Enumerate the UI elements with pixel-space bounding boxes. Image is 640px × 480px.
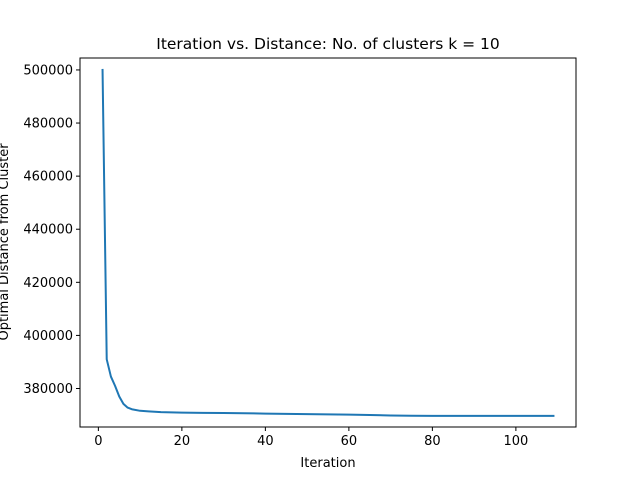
x-tick-label: 0 (94, 434, 102, 449)
x-tick-label: 60 (341, 434, 358, 449)
y-tick-label: 380000 (23, 382, 73, 397)
x-tick-label: 80 (424, 434, 441, 449)
y-tick-label: 420000 (23, 276, 73, 291)
x-tick-label: 40 (257, 434, 274, 449)
y-tick-label: 480000 (23, 117, 73, 132)
x-tick-label: 20 (174, 434, 191, 449)
y-tick-label: 500000 (23, 63, 73, 78)
y-tick-label: 440000 (23, 223, 73, 238)
y-axis-label: Optimal Distance from Cluster (0, 143, 12, 341)
axes-frame (79, 57, 577, 428)
chart-title: Iteration vs. Distance: No. of clusters … (156, 35, 499, 53)
y-tick-label: 460000 (23, 170, 73, 185)
x-tick-label: 100 (503, 434, 528, 449)
plot-area: 0 20 40 60 80 100 380000 400000 420000 440000 4600… (23, 57, 577, 449)
series-line-0 (101, 68, 555, 417)
y-tick-label: 400000 (23, 329, 73, 344)
x-axis-label: Iteration (300, 456, 355, 471)
